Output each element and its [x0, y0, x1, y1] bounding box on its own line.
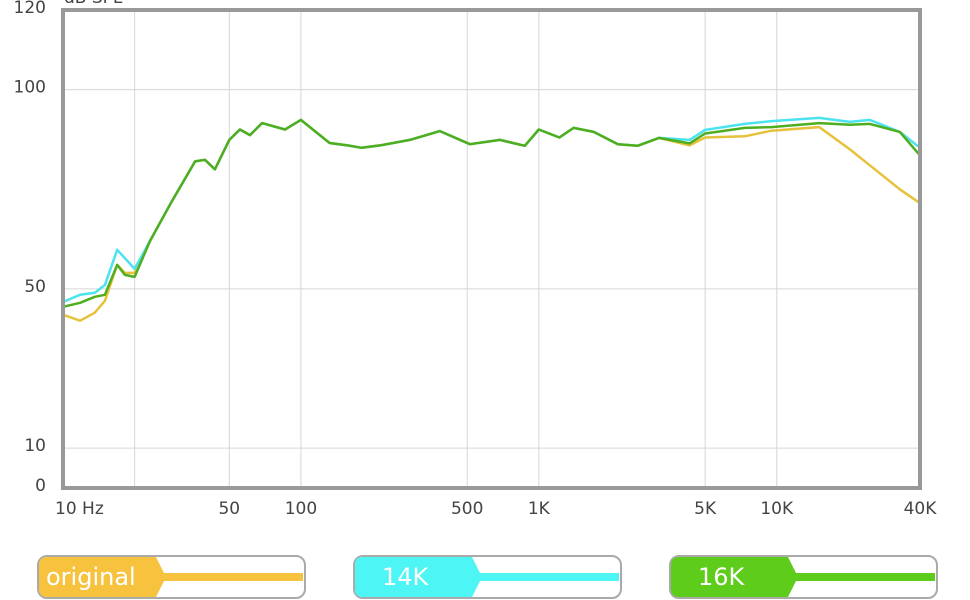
- x-tick-label: 500: [451, 499, 483, 519]
- x-tick-label: 5K: [694, 499, 717, 519]
- y-tick-label: 0: [35, 476, 46, 496]
- y-tick-label: 120: [14, 0, 46, 18]
- line-series: [62, 118, 921, 322]
- x-tick-label: 100: [285, 499, 317, 519]
- legend-label: 14K: [382, 563, 430, 591]
- legend-tab: [39, 557, 166, 597]
- x-tick-label: 10K: [760, 499, 794, 519]
- y-tick-label: 10: [24, 436, 46, 456]
- x-tick-label: 10 Hz: [55, 499, 104, 519]
- x-tick-label: 40K: [904, 499, 938, 519]
- legend-label: original: [46, 563, 136, 591]
- plot-frame: [61, 8, 922, 490]
- legend-tab: [671, 557, 798, 597]
- line-series: [62, 118, 921, 309]
- x-tick-label: 50: [218, 499, 240, 519]
- y-axis-label: dB SPL: [64, 0, 123, 8]
- legend-label: 16K: [698, 563, 746, 591]
- legend-tab: [355, 557, 482, 597]
- y-tick-label: 100: [14, 78, 46, 98]
- y-tick-label: 50: [24, 277, 46, 297]
- x-tick-label: 1K: [528, 499, 551, 519]
- line-series: [62, 116, 921, 304]
